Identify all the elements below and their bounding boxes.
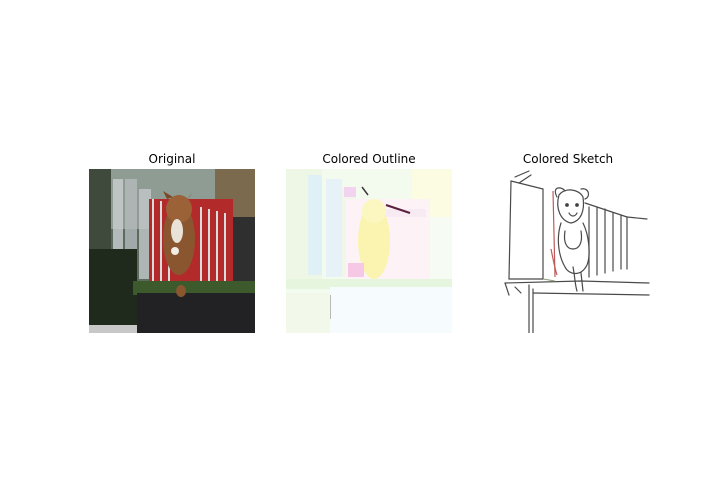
- panel-colored-sketch: Colored Sketch: [485, 150, 651, 333]
- colored-outline-image: [286, 169, 452, 333]
- panel-title: Colored Outline: [322, 152, 416, 166]
- panel-title: Colored Sketch: [522, 152, 614, 166]
- panel-title: Original: [148, 152, 196, 166]
- panel-colored-outline: Colored Outline: [286, 150, 452, 333]
- original-image: [89, 169, 255, 333]
- panel-original: Original: [89, 150, 255, 333]
- colored-sketch-image: [485, 169, 651, 333]
